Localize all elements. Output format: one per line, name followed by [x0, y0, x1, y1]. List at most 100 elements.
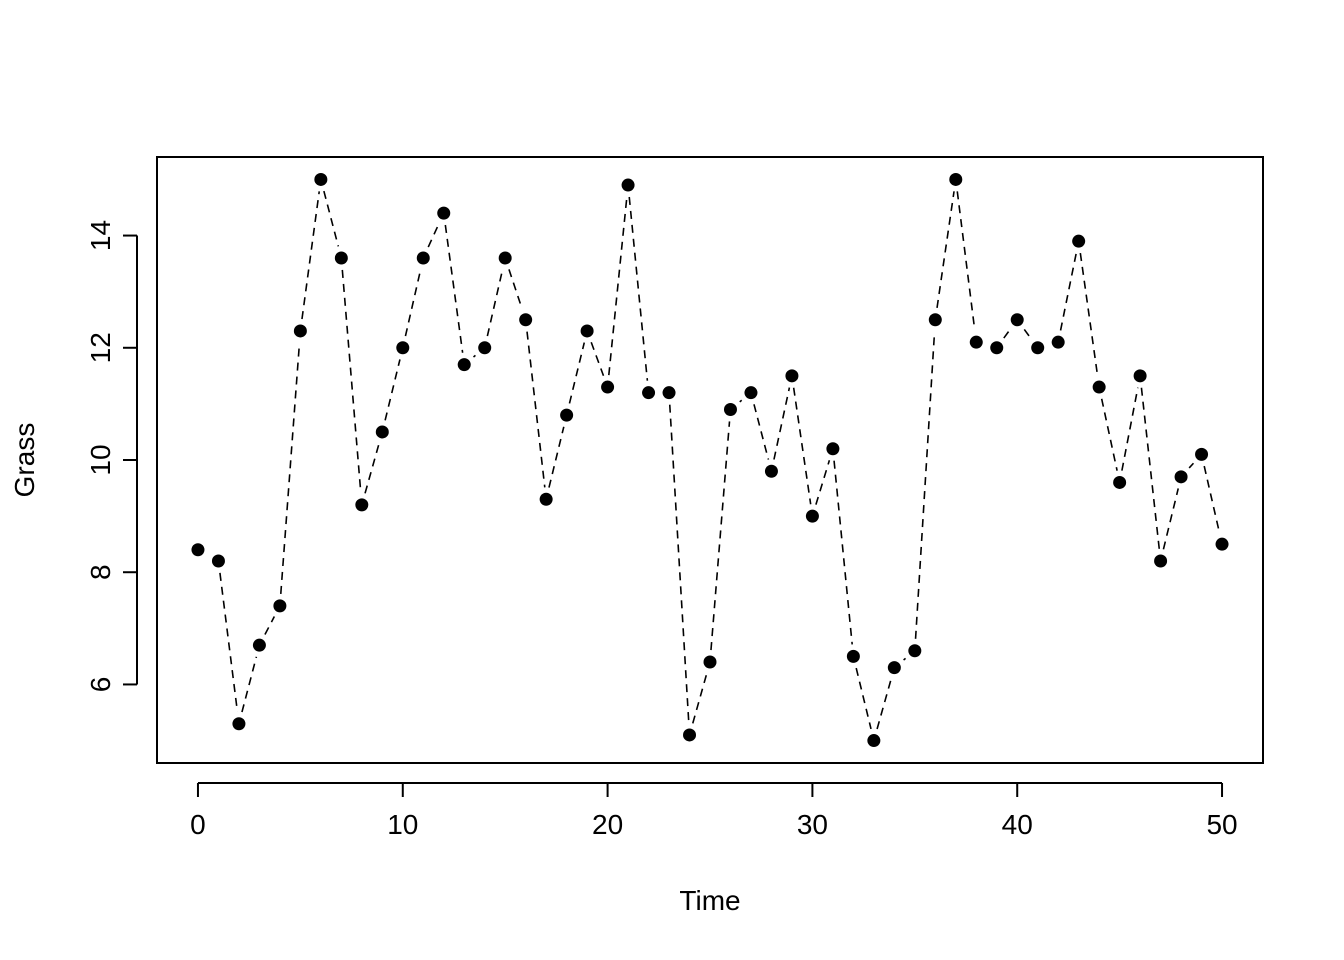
series-line-segment — [792, 387, 812, 505]
data-point — [928, 313, 942, 327]
series-line-segment — [472, 354, 476, 358]
series-line-segment — [526, 331, 546, 488]
data-point — [969, 335, 983, 349]
series-line-segment — [384, 359, 401, 421]
series-line-segment — [956, 191, 976, 331]
series-line-segment — [364, 443, 380, 494]
series-line-segment — [773, 387, 791, 460]
x-tick-label: 0 — [190, 809, 206, 840]
series-line-segment — [1003, 328, 1011, 339]
data-point — [232, 717, 246, 731]
data-point — [478, 341, 492, 355]
data-point — [416, 251, 430, 265]
series-line-segment — [568, 342, 586, 404]
y-tick-label: 6 — [85, 677, 116, 693]
series-line-segment — [404, 269, 422, 337]
data-point — [1195, 447, 1209, 461]
x-tick-label: 10 — [387, 809, 418, 840]
series-line-segment — [323, 190, 340, 247]
series-line-segment — [1059, 252, 1078, 331]
data-point — [498, 251, 512, 265]
series-line-segment — [855, 667, 872, 730]
data-point — [723, 403, 737, 416]
data-point — [191, 543, 205, 557]
data-point — [949, 172, 963, 186]
data-point — [437, 206, 451, 220]
data-point — [334, 251, 348, 265]
data-point — [1174, 470, 1188, 484]
x-tick-label: 30 — [797, 809, 828, 840]
data-point — [580, 324, 594, 338]
series-line-segment — [279, 342, 301, 594]
data-point — [355, 498, 369, 512]
x-tick-label: 50 — [1206, 809, 1237, 840]
series-line-segment — [903, 657, 907, 661]
data-point — [662, 386, 676, 400]
data-point — [1010, 313, 1024, 327]
data-point — [211, 554, 225, 568]
data-point — [1215, 537, 1229, 551]
data-point — [1133, 369, 1147, 383]
data-point — [314, 172, 328, 186]
x-tick-label: 40 — [1002, 809, 1033, 840]
data-point — [1051, 335, 1065, 349]
series-line-segment — [264, 616, 276, 635]
data-point — [252, 638, 266, 652]
data-point — [683, 728, 697, 742]
series-line-segment — [486, 269, 504, 337]
series-line-segment — [590, 341, 605, 377]
series-line-segment — [548, 426, 565, 488]
series-line-segment — [1121, 387, 1139, 471]
x-tick-label: 20 — [592, 809, 623, 840]
data-point — [293, 324, 307, 338]
data-point — [1072, 234, 1086, 248]
x-axis: 0 10 20 30 40 50 — [190, 782, 1238, 840]
series-line-segment — [608, 196, 628, 376]
data-point — [846, 649, 860, 663]
data-point — [457, 358, 471, 372]
y-axis: 6 8 10 12 14 — [85, 220, 138, 693]
plot-frame — [156, 156, 1264, 764]
series-line-segment — [219, 572, 239, 712]
data-point — [1113, 475, 1127, 489]
y-axis-title: Grass — [9, 423, 40, 498]
data-point — [1092, 380, 1106, 394]
data-point — [826, 442, 840, 456]
data-point — [867, 734, 881, 748]
series-line-segment — [1188, 462, 1195, 469]
series-line-segment — [427, 223, 440, 248]
data-point — [744, 386, 758, 400]
series-line-segment — [668, 404, 690, 724]
data-point — [642, 386, 656, 400]
series-line-segment — [508, 269, 523, 309]
series-line-segment — [1203, 465, 1221, 533]
data-point — [396, 341, 410, 355]
data-point — [560, 408, 574, 422]
series-line-segment — [936, 191, 955, 308]
series-line-segment — [1140, 387, 1161, 550]
x-axis-title: Time — [679, 885, 740, 916]
plot-area — [156, 156, 1264, 764]
data-point — [1154, 554, 1168, 568]
data-point — [1031, 341, 1045, 355]
data-point — [703, 655, 717, 669]
data-point — [764, 464, 778, 478]
series-line-segment — [1023, 328, 1032, 339]
series-line-segment — [1162, 488, 1180, 550]
y-tick-label: 8 — [85, 564, 116, 580]
series-line-segment — [876, 678, 892, 730]
data-point — [805, 509, 819, 523]
series-line-segment — [444, 224, 464, 353]
series-line-segment — [301, 191, 321, 320]
series-line-segment — [628, 196, 649, 381]
data-point — [601, 380, 615, 394]
series-line-segment — [1100, 398, 1118, 471]
data-point — [519, 313, 533, 327]
series-line-segment — [833, 460, 853, 645]
series-line-segment — [739, 399, 743, 403]
series-line-segment — [1079, 252, 1099, 376]
data-point — [887, 661, 901, 675]
data-point — [990, 341, 1004, 355]
series-line-segment — [914, 331, 936, 639]
